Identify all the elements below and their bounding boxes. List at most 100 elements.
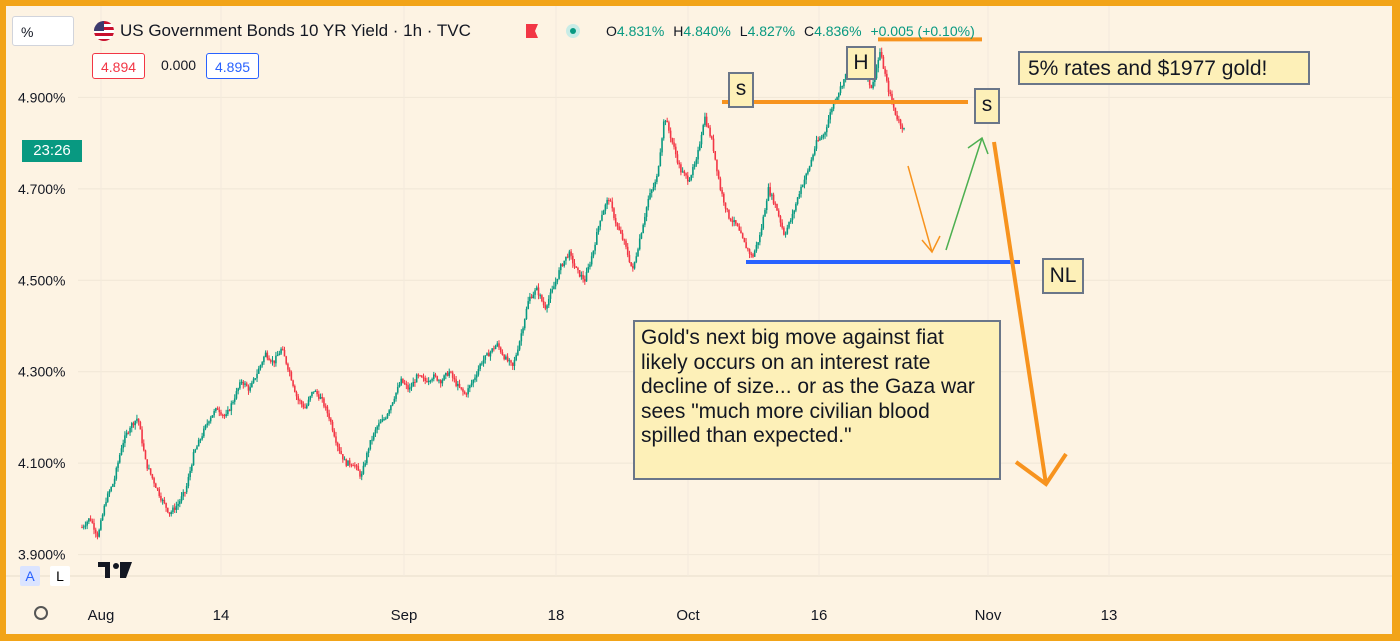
time-tick-label: 13 [1101,607,1118,624]
candle-body [426,380,428,383]
scale-indicator[interactable]: % [12,16,74,46]
settings-gear-icon[interactable] [34,606,48,620]
candle-body [896,114,898,120]
candle-body [597,226,600,232]
candle-body [882,56,885,69]
candle-body [110,486,112,492]
time-axis[interactable]: Aug 14 Sep 18 Oct 16 Nov 13 [88,607,1118,624]
symbol-title[interactable]: US Government Bonds 10 YR Yield · 1h · T… [120,21,471,40]
candle-body [390,405,392,411]
candle-body [331,421,334,431]
drawing-lines[interactable] [722,37,1020,264]
candle-body [757,242,759,245]
candle-body [474,377,476,380]
candle-body [510,360,512,363]
candle-body [589,264,591,268]
target-arrowhead [1014,452,1068,487]
candle-body [621,233,624,240]
candle-body [633,261,636,269]
candle-body [486,353,488,356]
candle-body [144,450,147,460]
candle-body [247,386,250,391]
candle-body [359,470,361,477]
candle-body [777,210,780,217]
candle-body [596,231,598,245]
candle-body [717,171,720,179]
candle-body [182,492,185,497]
candle-body [276,355,279,357]
candle-body [800,186,802,194]
tv-logo-part [120,562,132,578]
candle-body [172,507,174,513]
price-tick-label: 4.700% [18,181,65,197]
candle-body [795,203,797,211]
candle-body [709,127,711,137]
candle-body [776,203,778,211]
candle-body [273,360,276,364]
candle-body [874,78,876,83]
candle-body [676,154,679,163]
candle-body [745,242,747,249]
candle-body [870,85,873,89]
candle-body [472,379,475,384]
candle-body [496,343,499,346]
drawing-arrows[interactable] [907,136,1068,487]
candle-body [420,375,423,378]
candle-body [566,256,569,258]
candle-body [132,423,135,426]
candle-body [328,413,330,419]
right-shoulder-label[interactable]: s [974,88,1000,124]
candle-body [747,248,749,250]
candle-body [759,234,761,243]
candle-body [326,406,329,414]
candle-body [625,240,627,247]
candle-body [458,383,461,388]
auto-scale-button[interactable]: A [20,566,40,586]
log-scale-button[interactable]: L [50,566,70,586]
candle-body [702,125,705,135]
candle-body [450,371,452,373]
candle-body [259,365,262,369]
candle-body [626,246,629,255]
candle-body [645,207,648,217]
head-label[interactable]: H [846,46,876,80]
candle-body [783,227,785,235]
candle-body [748,249,751,254]
candle-body [599,220,602,227]
candle-body [537,287,540,296]
candle-body [160,495,162,501]
candle-body [813,148,816,155]
candle-body [194,449,197,453]
candle-body [185,485,188,493]
candle-body [511,362,514,366]
candle-body [299,400,301,402]
candle-body [112,484,114,487]
candle-body [177,503,179,506]
candle-body [544,305,547,309]
candle-body [693,164,696,167]
candle-body [278,353,281,356]
candle-body [620,230,622,234]
market-status-icon[interactable] [566,24,580,38]
price-axis[interactable]: 4.900% 4.700% 4.500% 4.300% 4.100% 3.900% [18,89,65,562]
bid-button[interactable]: 4.894 [92,53,146,79]
candle-body [731,220,734,223]
flag-marker-icon[interactable] [526,24,538,38]
candle-body [424,378,427,381]
candle-body [91,520,94,523]
neckline-label[interactable]: NL [1042,258,1084,294]
tradingview-logo[interactable] [98,562,132,578]
left-shoulder-label[interactable]: s [728,72,754,108]
candle-body [884,68,886,74]
ask-button[interactable]: 4.895 [206,53,260,79]
note-box[interactable]: Gold's next big move against fiat likely… [633,320,1001,480]
candle-body [886,73,888,81]
price-chart[interactable]: 4.900% 4.700% 4.500% 4.300% 4.100% 3.900% Aug… [6,6,1392,634]
candle-body [215,408,217,412]
headline-box[interactable]: 5% rates and $1977 gold! [1018,51,1310,85]
candle-body [793,210,795,214]
candle-body [93,522,95,530]
candle-body [568,251,571,258]
candle-body [637,249,639,257]
candle-body [230,403,233,411]
